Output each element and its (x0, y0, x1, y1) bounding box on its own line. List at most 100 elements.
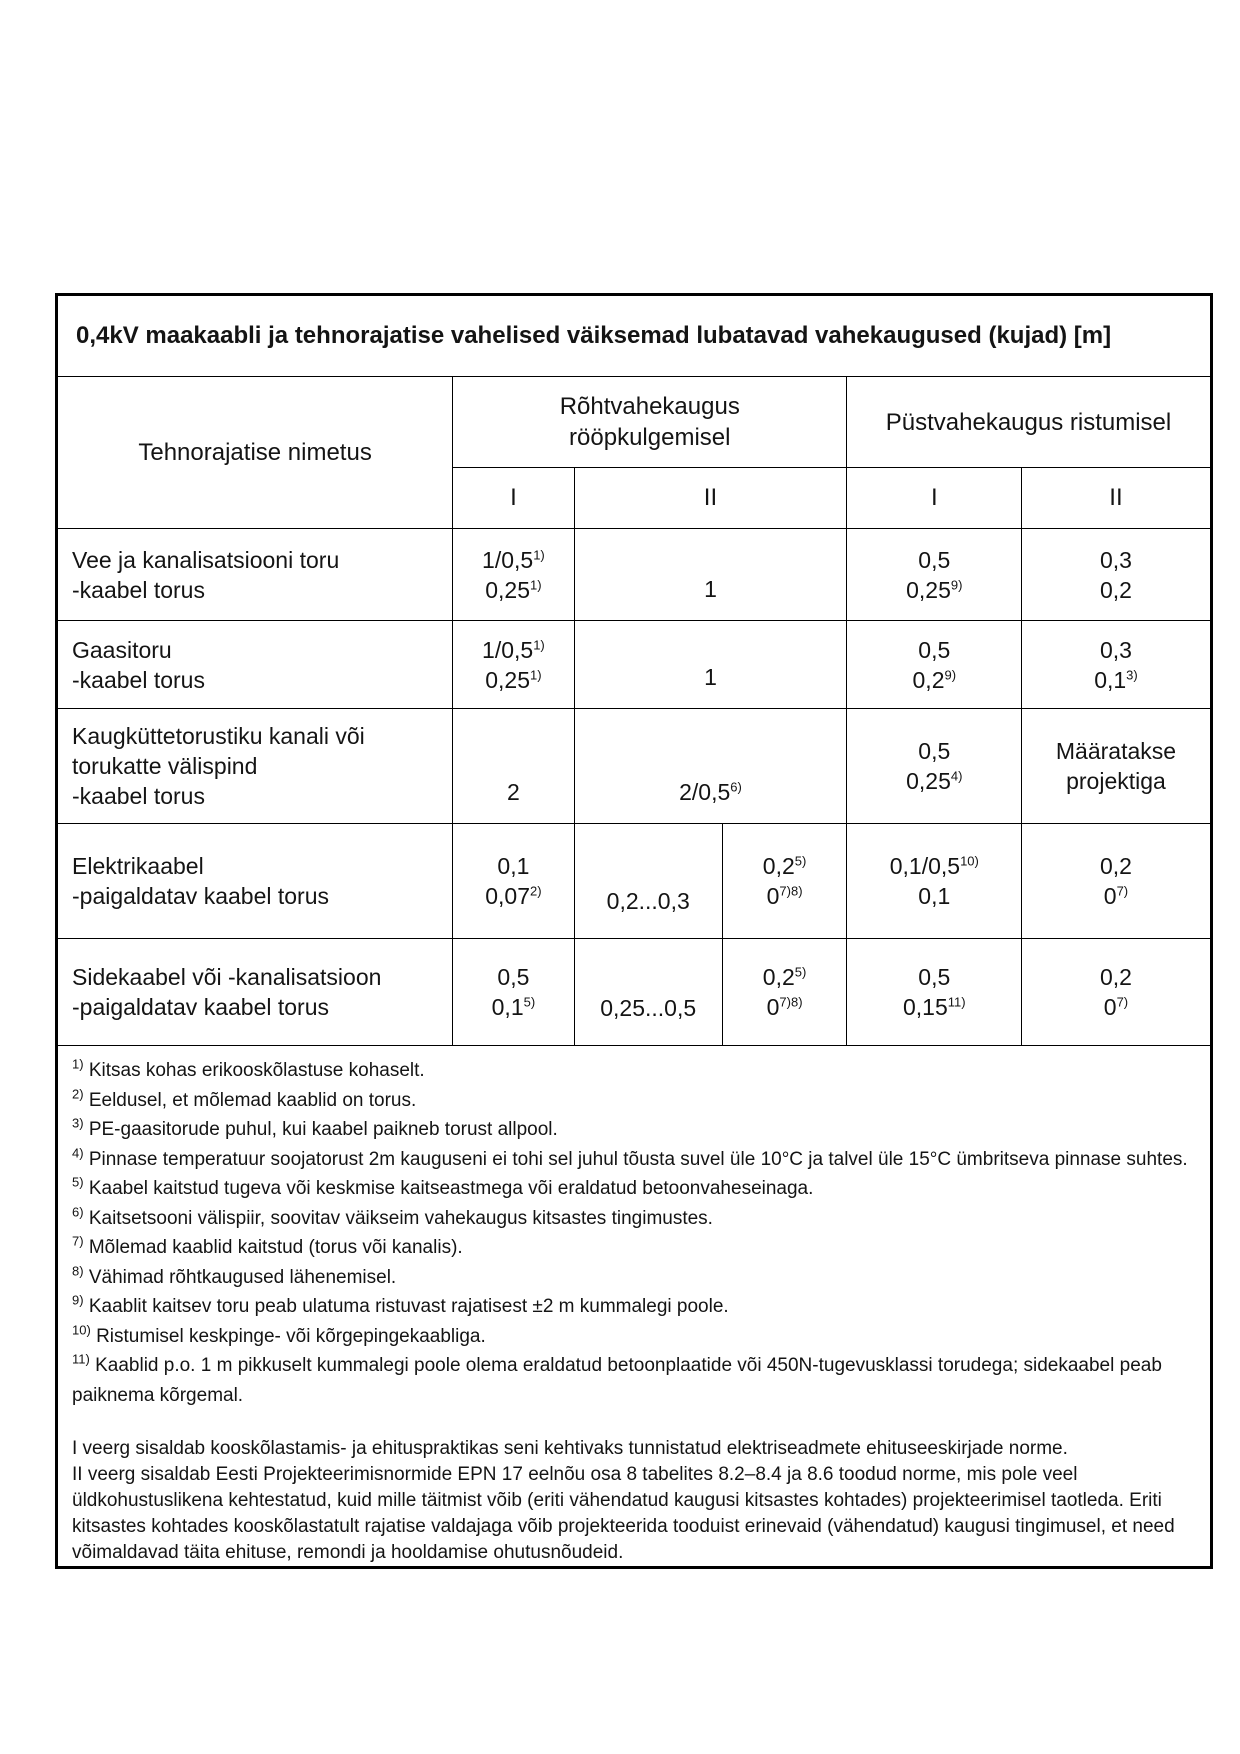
value-line: 07)8) (766, 994, 803, 1020)
row-label-cell: Kaugküttetorustiku kanali või torukatte v… (55, 708, 454, 824)
row-label-line: Gaasitoru (72, 636, 172, 663)
table-row: Vee ja kanalisatsiooni toru -kaabel torus… (55, 528, 1212, 621)
footnote-marker: 5) (794, 853, 807, 869)
footnote-marker: 2) (530, 883, 542, 899)
value-cell: 2 (452, 708, 575, 824)
value-cell: 0,5 0,15) (452, 938, 575, 1046)
row-label-line: -kaabel torus (72, 576, 205, 603)
header-line: Rõhtvahekaugus (559, 393, 740, 420)
column-header-tehnorajatise-nimetus: Tehnorajatise nimetus (55, 376, 454, 529)
column-header-rohtvahekaugus: Rõhtvahekaugus rööpkulgemisel (452, 376, 848, 468)
table-title-row: 0,4kV maakaabli ja tehnorajatise vahelis… (56, 294, 1212, 377)
row-label-cell: Elektrikaabel -paigaldatav kaabel torus (55, 823, 454, 939)
footnote: 2) Eeldusel, et mõlemad kaablid on torus… (72, 1086, 417, 1111)
value-line: 0,5 (918, 738, 951, 764)
value-cell: 0,5 0,1511) (846, 938, 1023, 1046)
value-cell: 0,5 0,29) (846, 620, 1023, 709)
header-line: rööpkulgemisel (569, 424, 731, 451)
footnote: 10) Ristumisel keskpinge- või kõrgepinge… (72, 1322, 486, 1347)
value-line: 0,5 (918, 636, 951, 663)
value-line: 0,2 (1099, 964, 1132, 990)
footnote-marker: 9) (72, 1292, 84, 1308)
footnote-marker: 10) (960, 853, 979, 869)
value-line: 07) (1103, 883, 1129, 909)
paragraph: II veerg sisaldab Eesti Projekteerimisno… (72, 1464, 1175, 1563)
value-line: 0,2 (1099, 853, 1132, 879)
footnote: 6) Kaitsetsooni välispiir, soovitav väik… (72, 1204, 713, 1229)
value-line: 0,2 (1099, 576, 1132, 603)
footnote-marker: 2) (72, 1086, 84, 1102)
value-line: 0,15) (491, 994, 536, 1020)
value-line: 0,3 (1099, 636, 1132, 663)
value-line: 0,1/0,510) (889, 853, 979, 879)
distance-table: 0,4kV maakaabli ja tehnorajatise vahelis… (55, 293, 1213, 1569)
value-line: 0,25) (762, 853, 807, 879)
footnote-marker: 1) (72, 1056, 84, 1072)
value-line: 1/0,51) (482, 636, 545, 663)
footnote-marker: 8) (72, 1263, 84, 1279)
value-cell: 0,3 0,13) (1021, 620, 1212, 709)
value-cell: Määratakse projektiga (1021, 708, 1212, 824)
row-label-line: -paigaldatav kaabel torus (72, 883, 329, 909)
value-cell: 0,25) 07)8) (721, 823, 848, 939)
footnote-marker: 3) (72, 1115, 84, 1131)
value-cell: 0,2 07) (1021, 938, 1212, 1046)
footnote: 5) Kaabel kaitstud tugeva või keskmise k… (72, 1174, 814, 1199)
sub-header-roht-I: I (452, 467, 575, 529)
sub-header-pust-I: I (846, 467, 1023, 529)
table-body: Vee ja kanalisatsiooni toru -kaabel torus… (55, 528, 1212, 1046)
footnote-marker: 4) (72, 1145, 84, 1161)
value-cell: 1/0,51) 0,251) (452, 528, 575, 621)
value-line: 07) (1103, 994, 1129, 1020)
value-line: 0,072) (485, 883, 542, 909)
explanatory-paragraphs: I veerg sisaldab kooskõlastamis- ja ehit… (72, 1436, 1188, 1566)
value-line: 2 (507, 779, 520, 805)
footnote-marker: 7)8) (779, 994, 803, 1010)
table-row: Sidekaabel või -kanalisatsioon -paigaldat… (55, 938, 1212, 1046)
value-cell: 0,5 0,259) (846, 528, 1023, 621)
footnote-marker: 10) (72, 1322, 91, 1338)
value-cell: 2/0,56) (573, 708, 848, 824)
row-label-cell: Gaasitoru -kaabel torus (55, 620, 454, 709)
row-label-line: -kaabel torus (72, 666, 205, 693)
row-label-line: Sidekaabel või -kanalisatsioon (72, 964, 382, 990)
value-line: 0,259) (906, 576, 963, 603)
value-line: Määratakse (1055, 738, 1177, 764)
sub-header-row: I II I II (57, 467, 1212, 529)
footnote-marker: 7)8) (779, 883, 803, 899)
value-line: 0,251) (485, 666, 542, 693)
value-cell: 0,2 07) (1021, 823, 1212, 939)
footnote-marker: 4) (950, 768, 963, 784)
footnote-marker: 9) (950, 576, 963, 592)
paragraph: I veerg sisaldab kooskõlastamis- ja ehit… (72, 1438, 1068, 1459)
footnote: 8) Vähimad rõhtkaugused lähenemisel. (72, 1263, 397, 1288)
footnote-marker: 5) (523, 994, 536, 1010)
value-line: 0,254) (906, 768, 963, 794)
footnote: 1) Kitsas kohas erikooskõlastuse kohasel… (72, 1056, 425, 1081)
footnote-marker: 1) (533, 636, 545, 652)
row-label-line: Elektrikaabel (72, 853, 204, 879)
footnote-list: 1) Kitsas kohas erikooskõlastuse kohasel… (72, 1056, 1188, 1410)
footnote-marker: 7) (1116, 883, 1129, 899)
footnote: 11) Kaablid p.o. 1 m pikkuselt kummalegi… (72, 1351, 1162, 1406)
value-line: 0,3 (1099, 546, 1132, 573)
column-header-pustvahekaugus: Püstvahekaugus ristumisel (846, 376, 1212, 468)
row-label-line: -paigaldatav kaabel torus (72, 994, 329, 1020)
value-line: 0,2...0,3 (606, 888, 690, 914)
row-label-line: Vee ja kanalisatsiooni toru (72, 546, 340, 573)
value-cell: 0,25) 07)8) (721, 938, 848, 1046)
value-line: 0,1 (918, 883, 951, 909)
value-line: projektiga (1066, 768, 1166, 794)
footnote-marker: 11) (947, 994, 966, 1010)
value-line: 0,13) (1094, 666, 1138, 693)
notes-row: 1) Kitsas kohas erikooskõlastuse kohasel… (56, 1045, 1212, 1568)
footnote: 9) Kaablit kaitsev toru peab ulatuma ris… (72, 1292, 729, 1317)
value-cell: 0,1/0,510) 0,1 (846, 823, 1023, 939)
footnote-marker: 1) (533, 546, 545, 562)
footnote-marker: 5) (794, 964, 807, 980)
footnote-marker: 6) (730, 779, 742, 795)
value-cell: 0,25...0,5 (573, 938, 723, 1046)
value-line: 1 (704, 576, 717, 602)
value-line: 07)8) (766, 883, 803, 909)
